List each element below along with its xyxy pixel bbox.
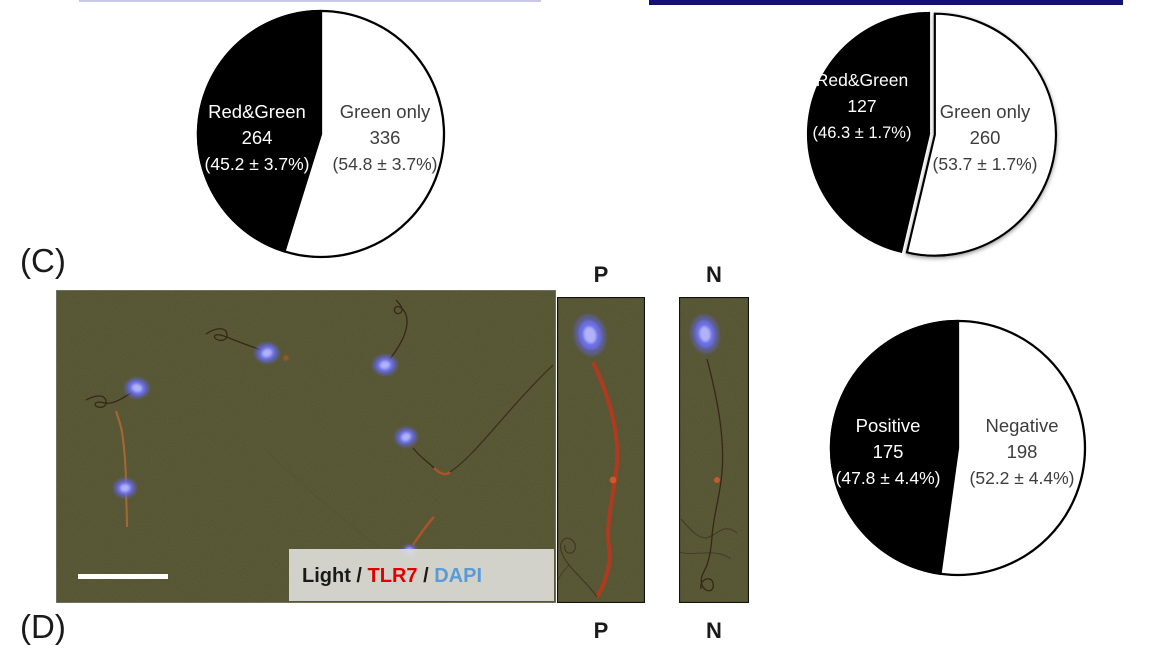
svg-text:336: 336 <box>370 127 401 148</box>
svg-text:(53.7 ± 1.7%): (53.7 ± 1.7%) <box>933 154 1038 174</box>
svg-text:(46.3 ± 1.7%): (46.3 ± 1.7%) <box>813 124 912 142</box>
svg-text:198: 198 <box>1007 441 1038 462</box>
svg-text:175: 175 <box>873 441 904 462</box>
svg-text:(47.8 ± 4.4%): (47.8 ± 4.4%) <box>836 468 941 488</box>
svg-text:Negative: Negative <box>985 415 1058 436</box>
svg-text:264: 264 <box>242 127 273 148</box>
svg-text:127: 127 <box>847 96 876 116</box>
svg-text:(54.8 ± 3.7%): (54.8 ± 3.7%) <box>333 154 438 174</box>
svg-text:Red&Green: Red&Green <box>208 101 306 122</box>
svg-text:Green only: Green only <box>340 101 431 122</box>
svg-text:(45.2 ± 3.7%): (45.2 ± 3.7%) <box>205 154 310 174</box>
svg-text:(52.2 ± 4.4%): (52.2 ± 4.4%) <box>970 468 1075 488</box>
svg-text:Light / TLR7 / DAPI: Light / TLR7 / DAPI <box>302 565 482 587</box>
svg-text:Green only: Green only <box>940 101 1031 122</box>
svg-text:Positive: Positive <box>856 415 921 436</box>
svg-text:260: 260 <box>970 127 1001 148</box>
svg-text:Red&Green: Red&Green <box>816 70 908 90</box>
